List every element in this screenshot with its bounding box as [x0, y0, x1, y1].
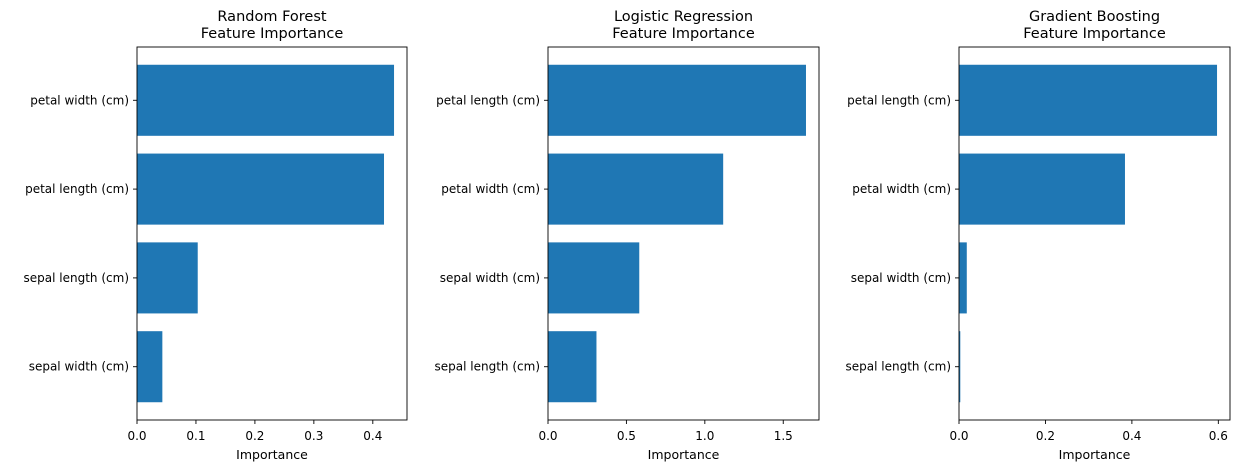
- y-tick-label: sepal length (cm): [435, 360, 540, 374]
- axes-frame: [958, 46, 1231, 421]
- chart-title-line: Feature Importance: [201, 26, 344, 42]
- chart-panel-2: petal length (cm) petal width (cm) sepal w…: [435, 9, 820, 462]
- chart-title-line: Gradient Boosting: [1029, 9, 1160, 25]
- bar-sepal-width-cm: [959, 242, 967, 314]
- chart-panel-3: petal length (cm) petal width (cm) sepal w…: [846, 9, 1231, 462]
- x-tick-label: 1.0: [695, 429, 714, 443]
- chart-title-line: Random Forest: [217, 9, 326, 25]
- bar-sepal-width-cm: [548, 242, 640, 314]
- axes-frame: [136, 46, 408, 421]
- y-tick-label: sepal length (cm): [24, 271, 129, 285]
- y-tick-label: petal length (cm): [847, 93, 951, 107]
- bar-sepal-length-cm: [959, 331, 961, 403]
- x-axis-label: Importance: [648, 447, 720, 462]
- y-tick-label: sepal width (cm): [29, 360, 129, 374]
- y-tick-label: sepal width (cm): [851, 271, 951, 285]
- bar-sepal-length-cm: [137, 242, 198, 314]
- y-tick-label: petal width (cm): [852, 182, 951, 196]
- bar-sepal-length-cm: [548, 331, 597, 403]
- bar-sepal-width-cm: [137, 331, 163, 403]
- bar-petal-length-cm: [959, 64, 1218, 136]
- x-tick-label: 0.0: [538, 429, 557, 443]
- x-tick-label: 0.0: [127, 429, 146, 443]
- bar-petal-width-cm: [137, 64, 395, 136]
- y-tick-label: petal length (cm): [25, 182, 129, 196]
- x-axis-label: Importance: [1059, 447, 1131, 462]
- chart-panel-1: petal width (cm) petal length (cm) sepal l…: [24, 9, 408, 462]
- chart-title-line: Feature Importance: [1023, 26, 1166, 42]
- y-tick-label: sepal width (cm): [440, 271, 540, 285]
- x-tick-label: 0.4: [363, 429, 382, 443]
- bar-petal-length-cm: [548, 64, 806, 136]
- bar-petal-length-cm: [137, 153, 385, 225]
- x-tick-label: 1.5: [774, 429, 793, 443]
- bar-petal-width-cm: [959, 153, 1125, 225]
- y-tick-label: petal length (cm): [436, 93, 540, 107]
- bar-petal-width-cm: [548, 153, 724, 225]
- chart-title-line: Logistic Regression: [614, 9, 753, 25]
- x-tick-label: 0.0: [949, 429, 968, 443]
- x-axis-label: Importance: [236, 447, 308, 462]
- y-tick-label: petal width (cm): [30, 93, 129, 107]
- y-tick-label: sepal length (cm): [846, 360, 951, 374]
- chart-title: Gradient Boosting Feature Importance: [1023, 9, 1166, 42]
- x-tick-label: 0.2: [245, 429, 264, 443]
- x-tick-label: 0.2: [1036, 429, 1055, 443]
- chart-title-line: Feature Importance: [612, 26, 755, 42]
- chart-title: Logistic Regression Feature Importance: [612, 9, 755, 42]
- x-tick-label: 0.1: [186, 429, 205, 443]
- x-tick-label: 0.3: [304, 429, 323, 443]
- y-tick-label: petal width (cm): [441, 182, 540, 196]
- x-tick-label: 0.4: [1122, 429, 1141, 443]
- x-tick-label: 0.6: [1209, 429, 1228, 443]
- chart-title: Random Forest Feature Importance: [201, 9, 344, 42]
- axes-frame: [547, 46, 820, 421]
- x-tick-label: 0.5: [617, 429, 636, 443]
